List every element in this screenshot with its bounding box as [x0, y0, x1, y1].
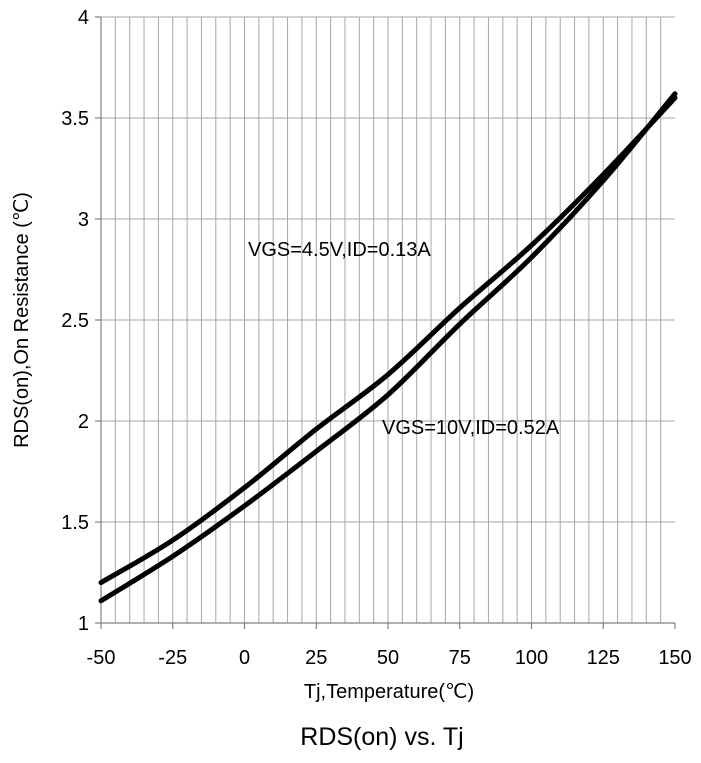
y-tick-label: 2 — [78, 411, 89, 433]
series-line-vgs-4-5v — [98, 95, 678, 586]
series-label-vgs-10v: VGS=10V,ID=0.52A — [382, 417, 560, 439]
x-tick-label: 0 — [239, 647, 250, 669]
x-tick-label: 100 — [515, 647, 548, 669]
x-axis-title: Tj,Temperature(℃) — [304, 681, 474, 703]
y-tick-label: 1 — [78, 613, 89, 635]
x-tick-label: 125 — [587, 647, 620, 669]
x-tick-label: 75 — [449, 647, 471, 669]
series-label-vgs-4-5v: VGS=4.5V,ID=0.13A — [248, 239, 431, 261]
x-tick-label: 150 — [658, 647, 691, 669]
x-tick-label: -50 — [87, 647, 116, 669]
tick-labels: 1 1.5 2 2.5 3 3.5 4 -50 -25 0 25 50 75 100 125 150 — [61, 7, 692, 669]
y-tick-label: 3.5 — [61, 108, 89, 130]
y-tick-label: 1.5 — [61, 512, 89, 534]
x-tick-label: -25 — [158, 647, 187, 669]
y-axis-title: RDS(on),On Resistance (℃) — [11, 192, 33, 448]
series-line-vgs-10v — [98, 91, 678, 604]
y-tick-label: 2.5 — [61, 310, 89, 332]
series-labels: VGS=4.5V,ID=0.13A VGS=10V,ID=0.52A — [248, 239, 560, 439]
series-group — [98, 91, 678, 604]
chart-title: RDS(on) vs. Tj — [300, 723, 463, 751]
x-tick-label: 25 — [305, 647, 327, 669]
axes — [95, 16, 676, 629]
y-tick-label: 4 — [78, 7, 89, 29]
x-tick-label: 50 — [377, 647, 399, 669]
y-tick-label: 3 — [78, 209, 89, 231]
grid — [101, 16, 675, 623]
